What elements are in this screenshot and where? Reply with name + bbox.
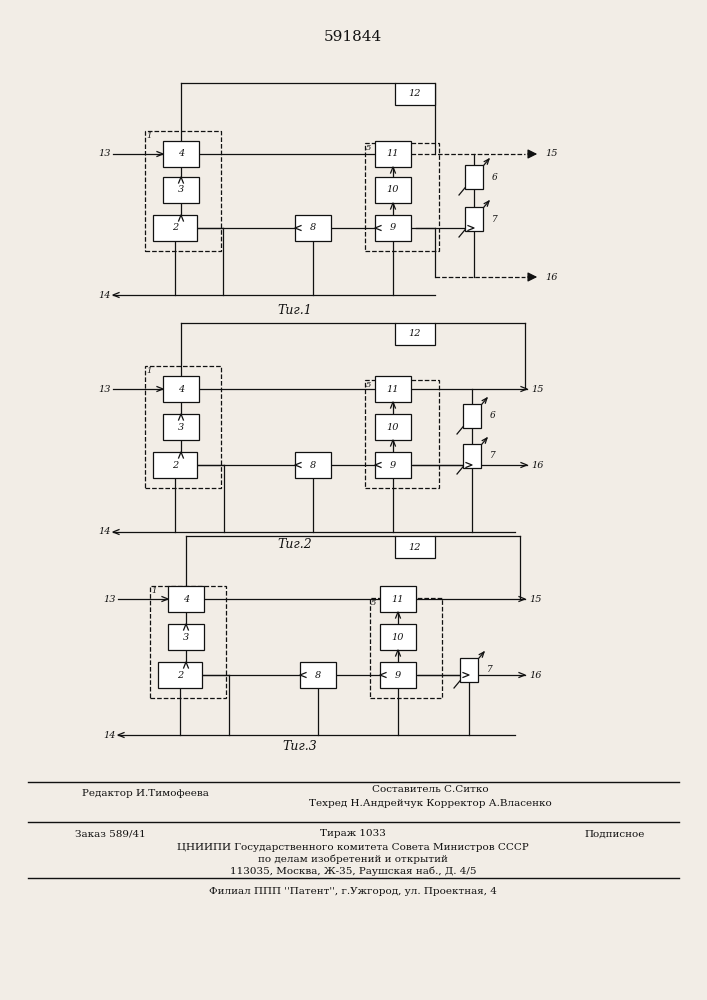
Bar (375, 141, 411, 167)
Text: 9: 9 (390, 224, 396, 232)
Text: 1: 1 (146, 367, 151, 375)
Bar (150, 586, 226, 698)
Text: 14: 14 (98, 528, 111, 536)
Text: Заказ 589/41: Заказ 589/41 (75, 830, 146, 838)
Text: 9: 9 (395, 670, 401, 680)
Text: 5: 5 (366, 381, 371, 389)
Text: 13: 13 (103, 594, 116, 603)
Text: 15: 15 (545, 149, 558, 158)
Text: 12: 12 (409, 330, 421, 338)
Bar (168, 586, 204, 612)
Bar (375, 215, 411, 241)
Bar (365, 380, 439, 488)
Text: 4: 4 (178, 149, 184, 158)
Text: Τиг.3: Τиг.3 (283, 740, 317, 754)
Text: Τиг.1: Τиг.1 (278, 304, 312, 316)
Bar (163, 177, 199, 203)
Text: 16: 16 (545, 272, 558, 282)
Bar (145, 366, 221, 488)
Text: 5: 5 (371, 599, 376, 607)
Text: 13: 13 (98, 384, 111, 393)
Bar (465, 165, 483, 189)
Text: 8: 8 (310, 224, 316, 232)
Text: 9: 9 (390, 460, 396, 470)
Text: 16: 16 (529, 670, 542, 680)
Text: 4: 4 (178, 384, 184, 393)
Text: 11: 11 (387, 384, 399, 393)
Text: 2: 2 (172, 460, 178, 470)
Bar (463, 444, 481, 468)
Bar (163, 141, 199, 167)
Text: 1: 1 (146, 132, 151, 140)
Text: Τиг.2: Τиг.2 (278, 538, 312, 552)
Bar (380, 586, 416, 612)
Bar (163, 414, 199, 440)
Bar (460, 658, 478, 682)
Text: 1: 1 (151, 587, 156, 595)
Bar (295, 215, 331, 241)
Bar (168, 624, 204, 650)
Text: 10: 10 (387, 422, 399, 432)
Text: 15: 15 (531, 384, 544, 393)
Text: ЦНИИПИ Государственного комитета Совета Министров СССР: ЦНИИПИ Государственного комитета Совета … (177, 842, 529, 852)
Text: 14: 14 (103, 730, 116, 740)
Text: Филиал ППП ''Патент'', г.Ужгород, ул. Проектная, 4: Филиал ППП ''Патент'', г.Ужгород, ул. Пр… (209, 888, 497, 896)
Text: Техред Н.Андрейчук Корректор А.Власенко: Техред Н.Андрейчук Корректор А.Власенко (309, 798, 551, 808)
Bar (375, 452, 411, 478)
Bar (463, 404, 481, 428)
Text: 15: 15 (529, 594, 542, 603)
Text: 5: 5 (366, 144, 371, 152)
Bar (295, 452, 331, 478)
Bar (375, 177, 411, 203)
Text: Составитель С.Ситко: Составитель С.Ситко (372, 784, 489, 794)
Text: 16: 16 (531, 460, 544, 470)
Text: 14: 14 (98, 290, 111, 300)
Text: 12: 12 (409, 90, 421, 99)
Text: 3: 3 (178, 422, 184, 432)
Text: 2: 2 (172, 224, 178, 232)
Text: 11: 11 (387, 149, 399, 158)
Bar (395, 323, 435, 345)
Text: 6: 6 (490, 412, 496, 420)
Text: 2: 2 (177, 670, 183, 680)
Text: 7: 7 (492, 215, 498, 224)
Text: 7: 7 (490, 452, 496, 460)
Bar (158, 662, 202, 688)
Bar (153, 215, 197, 241)
Text: 113035, Москва, Ж-35, Раушская наб., Д. 4/5: 113035, Москва, Ж-35, Раушская наб., Д. … (230, 866, 477, 876)
Bar (365, 143, 439, 251)
Text: 6: 6 (492, 172, 498, 182)
Bar (145, 131, 221, 251)
Text: 591844: 591844 (324, 30, 382, 44)
Bar (300, 662, 336, 688)
Text: 7: 7 (487, 666, 493, 674)
Text: 10: 10 (387, 186, 399, 194)
Bar (465, 207, 483, 231)
Text: Подписное: Подписное (585, 830, 645, 838)
Text: 12: 12 (409, 542, 421, 552)
Text: 3: 3 (183, 633, 189, 642)
Bar (375, 376, 411, 402)
Text: 13: 13 (98, 149, 111, 158)
Text: 11: 11 (392, 594, 404, 603)
Text: 3: 3 (178, 186, 184, 194)
Text: 8: 8 (310, 460, 316, 470)
Text: Редактор И.Тимофеева: Редактор И.Тимофеева (81, 788, 209, 798)
Bar (395, 536, 435, 558)
Text: 10: 10 (392, 633, 404, 642)
Bar (395, 83, 435, 105)
Text: Тираж 1033: Тираж 1033 (320, 830, 386, 838)
Text: 4: 4 (183, 594, 189, 603)
Bar (380, 662, 416, 688)
Text: по делам изобретений и открытий: по делам изобретений и открытий (258, 854, 448, 864)
Bar (163, 376, 199, 402)
Bar (153, 452, 197, 478)
Text: 8: 8 (315, 670, 321, 680)
Bar (375, 414, 411, 440)
Bar (370, 598, 442, 698)
Bar (380, 624, 416, 650)
